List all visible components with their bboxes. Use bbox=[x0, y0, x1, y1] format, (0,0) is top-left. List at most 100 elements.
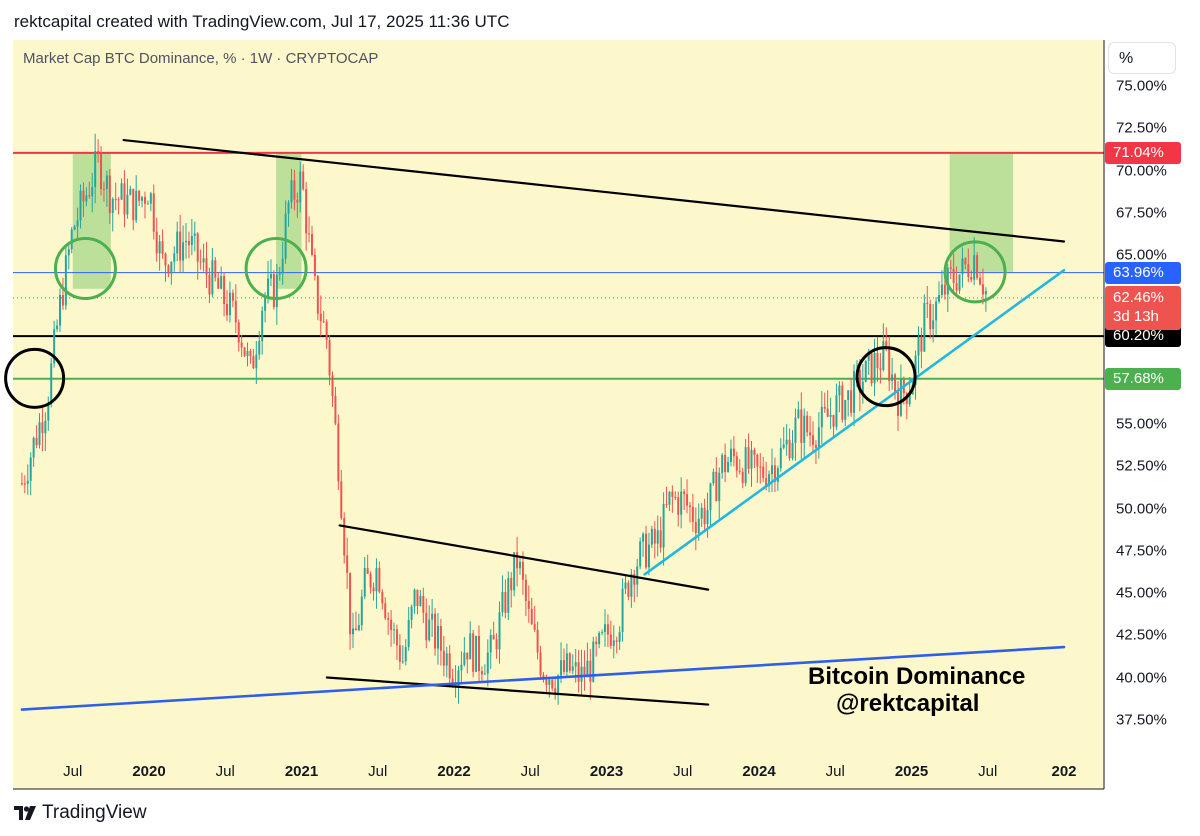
price-level-badge[interactable]: 57.68% bbox=[1105, 367, 1181, 390]
candle[interactable] bbox=[639, 537, 642, 570]
candle[interactable] bbox=[472, 629, 475, 678]
price-level-badge[interactable]: 71.04% bbox=[1105, 141, 1181, 164]
candle[interactable] bbox=[35, 425, 38, 449]
candle[interactable] bbox=[645, 525, 648, 570]
candle[interactable] bbox=[920, 327, 923, 369]
candle[interactable] bbox=[586, 642, 589, 678]
candle[interactable] bbox=[102, 181, 105, 202]
candle[interactable] bbox=[700, 503, 703, 527]
candle[interactable] bbox=[190, 218, 193, 256]
candle[interactable] bbox=[709, 482, 712, 526]
candle[interactable] bbox=[59, 288, 62, 332]
candle[interactable] bbox=[812, 421, 815, 452]
candle[interactable] bbox=[475, 635, 478, 673]
candle[interactable] bbox=[296, 192, 299, 218]
candle[interactable] bbox=[182, 225, 185, 274]
candle[interactable] bbox=[659, 516, 662, 553]
candle[interactable] bbox=[770, 448, 773, 493]
candle[interactable] bbox=[929, 299, 932, 339]
candle[interactable] bbox=[940, 270, 943, 298]
price-level-badge[interactable]: 60.20% bbox=[1105, 325, 1181, 348]
candle[interactable] bbox=[67, 241, 70, 270]
candle[interactable] bbox=[562, 648, 565, 675]
candle[interactable] bbox=[876, 336, 879, 383]
candle[interactable] bbox=[393, 622, 396, 644]
candle[interactable] bbox=[800, 392, 803, 460]
candle[interactable] bbox=[220, 266, 223, 290]
candle[interactable] bbox=[111, 197, 114, 232]
candle[interactable] bbox=[768, 470, 771, 493]
candle[interactable] bbox=[328, 335, 331, 386]
candle[interactable] bbox=[428, 605, 431, 642]
candle[interactable] bbox=[313, 248, 316, 281]
candle[interactable] bbox=[853, 364, 856, 427]
candle[interactable] bbox=[797, 401, 800, 420]
candle[interactable] bbox=[390, 610, 393, 647]
candle[interactable] bbox=[519, 557, 522, 575]
price-level-badge[interactable]: 63.96% bbox=[1105, 261, 1181, 284]
candle[interactable] bbox=[50, 358, 53, 408]
candle[interactable] bbox=[261, 306, 264, 355]
candle[interactable] bbox=[64, 246, 67, 310]
candle[interactable] bbox=[346, 537, 349, 590]
candle[interactable] bbox=[249, 349, 252, 364]
candle[interactable] bbox=[896, 380, 899, 431]
candle[interactable] bbox=[184, 222, 187, 259]
candle[interactable] bbox=[375, 558, 378, 609]
annotation-circle-2[interactable] bbox=[244, 237, 308, 301]
candle[interactable] bbox=[510, 572, 513, 608]
candle[interactable] bbox=[155, 217, 158, 262]
candle[interactable] bbox=[208, 267, 211, 304]
annotation-circle-4[interactable] bbox=[943, 240, 1007, 304]
candle[interactable] bbox=[548, 677, 551, 698]
candle[interactable] bbox=[612, 625, 615, 659]
candle[interactable] bbox=[439, 618, 442, 666]
candle[interactable] bbox=[806, 411, 809, 437]
candle[interactable] bbox=[480, 666, 483, 684]
candle[interactable] bbox=[354, 611, 357, 631]
price-unit-button[interactable]: % bbox=[1108, 42, 1176, 74]
candle[interactable] bbox=[642, 532, 645, 557]
candle[interactable] bbox=[861, 364, 864, 404]
candle[interactable] bbox=[665, 486, 668, 509]
candle[interactable] bbox=[41, 404, 44, 452]
candle[interactable] bbox=[73, 224, 76, 231]
candle[interactable] bbox=[530, 597, 533, 625]
candle[interactable] bbox=[425, 598, 428, 649]
candle[interactable] bbox=[979, 272, 982, 286]
candle[interactable] bbox=[935, 297, 938, 335]
candle[interactable] bbox=[252, 348, 255, 369]
candle[interactable] bbox=[331, 371, 334, 407]
candle[interactable] bbox=[85, 187, 88, 207]
candle[interactable] bbox=[955, 266, 958, 296]
candle[interactable] bbox=[847, 389, 850, 417]
candle[interactable] bbox=[967, 248, 970, 283]
candle[interactable] bbox=[466, 652, 469, 674]
candle[interactable] bbox=[349, 572, 352, 650]
candle[interactable] bbox=[47, 396, 50, 431]
candle[interactable] bbox=[240, 335, 243, 357]
candle[interactable] bbox=[844, 399, 847, 427]
candle[interactable] bbox=[680, 477, 683, 529]
candle[interactable] bbox=[108, 168, 111, 224]
candle[interactable] bbox=[211, 247, 214, 298]
candle[interactable] bbox=[395, 624, 398, 661]
candle[interactable] bbox=[721, 453, 724, 479]
candle[interactable] bbox=[38, 413, 41, 449]
candle[interactable] bbox=[269, 259, 272, 287]
candle[interactable] bbox=[820, 391, 823, 444]
candle[interactable] bbox=[732, 436, 735, 467]
candle[interactable] bbox=[237, 319, 240, 352]
annotation-circle-1[interactable] bbox=[53, 237, 117, 301]
candle[interactable] bbox=[61, 277, 64, 310]
candle[interactable] bbox=[431, 598, 434, 637]
trendline-4[interactable] bbox=[20, 645, 1066, 711]
candle[interactable] bbox=[442, 635, 445, 677]
candle[interactable] bbox=[894, 372, 897, 400]
candle[interactable] bbox=[228, 281, 231, 323]
candle[interactable] bbox=[683, 489, 686, 511]
candle[interactable] bbox=[460, 651, 463, 683]
candle[interactable] bbox=[729, 439, 732, 467]
candle[interactable] bbox=[976, 252, 979, 281]
candle[interactable] bbox=[870, 353, 873, 387]
